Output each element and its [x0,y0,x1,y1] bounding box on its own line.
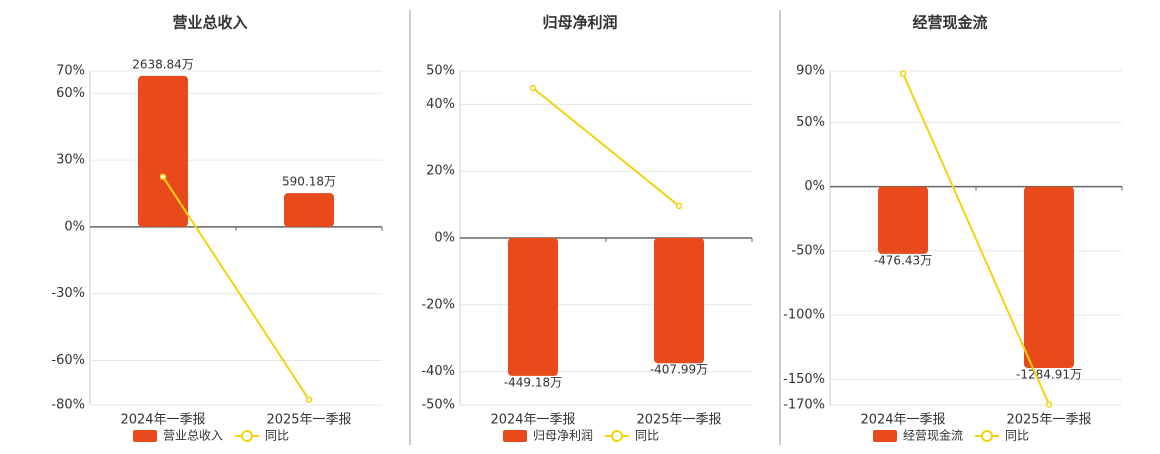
data-label: 590.18万 [282,175,336,189]
y-tick-label: 0% [804,179,825,194]
line [532,87,680,207]
legend-marker [241,430,253,442]
data-label: -476.43万 [874,253,932,267]
x-tick-label: 2024年一季报 [120,413,205,428]
y-tick-label: 40% [426,97,455,112]
bar [878,186,928,254]
y-tick-label: 50% [796,115,825,130]
y-tick-label: 30% [56,153,85,168]
y-tick-label: -30% [51,286,85,301]
y-tick-label: -60% [51,353,85,368]
bar [284,193,334,227]
legend-label: 归母净利润 [533,429,593,443]
x-tick-label: 2025年一季报 [1006,413,1091,428]
y-tick-label: -100% [783,308,825,323]
legend-marker [981,430,993,442]
y-tick-label: -150% [783,372,825,387]
y-tick-label: -170% [783,398,825,413]
x-tick-label: 2025年一季报 [636,413,721,428]
y-tick-label: -50% [421,398,455,413]
y-tick-label: 70% [56,64,85,79]
data-label: 2638.84万 [132,57,194,71]
data-label: -407.99万 [650,363,708,377]
bar [138,75,188,227]
bar [508,238,558,376]
line-point [899,70,907,77]
y-tick-label: 20% [426,164,455,179]
y-tick-label: 50% [426,64,455,79]
bar [654,238,704,364]
y-tick-label: -20% [421,297,455,312]
x-tick-label: 2024年一季报 [860,413,945,428]
line-point [675,202,683,210]
legend-label: 同比 [265,429,289,443]
legend-swatch [503,430,527,442]
x-tick-label: 2024年一季报 [490,413,575,428]
line [162,176,310,401]
y-tick-label: -50% [791,243,825,258]
line-point [159,173,167,181]
y-tick-label: 60% [56,86,85,101]
y-tick-label: -80% [51,398,85,413]
line-point [1045,401,1053,408]
chart-title: 营业总收入 [172,14,247,32]
y-tick-label: 0% [64,219,85,234]
legend-swatch [873,430,897,442]
y-tick-label: 90% [796,64,825,79]
chart-title: 归母净利润 [542,14,617,32]
legend-marker [611,430,623,442]
y-tick-label: -40% [421,364,455,379]
legend-label: 营业总收入 [163,429,223,443]
line [902,73,1050,405]
legend-label: 经营现金流 [903,428,963,443]
data-label: -1284.91万 [1016,368,1082,382]
data-label: -449.18万 [504,375,562,389]
bar [1024,186,1074,369]
chart-title: 经营现金流 [912,14,987,32]
x-tick-label: 2025年一季报 [266,413,351,428]
legend-swatch [133,430,157,442]
line-point [305,396,313,403]
y-tick-label: 0% [434,231,455,246]
line-point [529,84,537,92]
legend-label: 同比 [635,429,659,443]
legend-label: 同比 [1005,429,1029,443]
